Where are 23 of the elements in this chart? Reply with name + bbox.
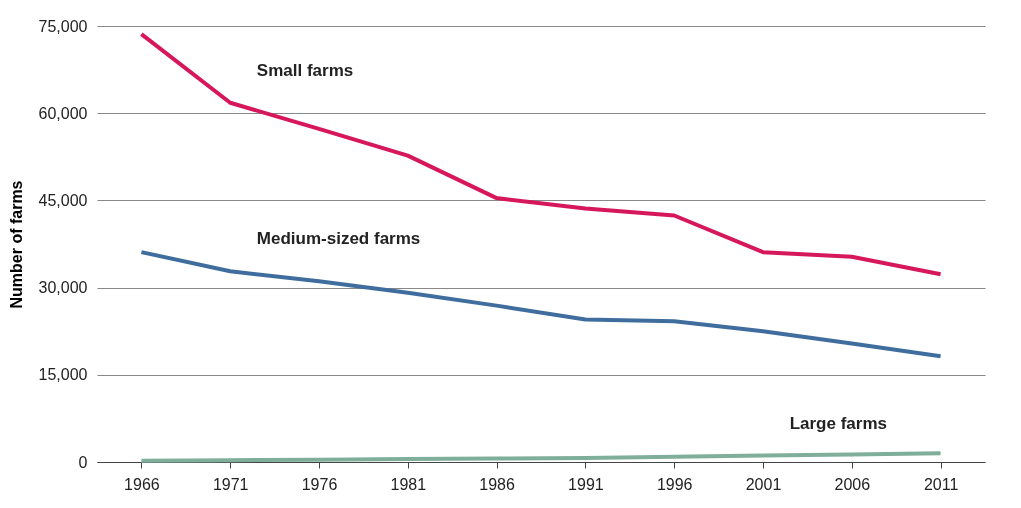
series-label: Small farms [256, 60, 354, 80]
line-series [139, 250, 943, 359]
y-tick-label: 60,000 [38, 104, 88, 122]
y-tick-label: 15,000 [38, 366, 88, 384]
x-tick-label: 2011 [923, 475, 959, 493]
x-tick-label: 1986 [479, 475, 515, 493]
y-tick-label: 30,000 [38, 279, 88, 297]
x-tick-label: 1996 [656, 475, 693, 493]
x-tick-label: 1991 [568, 475, 604, 493]
series-label: Medium-sized farms [256, 229, 421, 249]
x-tick-label: 2006 [834, 475, 871, 493]
x-tick-label: 1976 [301, 475, 338, 493]
x-tick-label: 1971 [212, 475, 249, 493]
x-tick-label: 1981 [390, 475, 427, 493]
y-axis-title: Number of farms [7, 180, 25, 309]
y-tick-label: 45,000 [38, 191, 88, 209]
line-series [139, 451, 943, 463]
line-series [139, 32, 943, 277]
series-label: Large farms [789, 413, 887, 433]
y-tick-label: 75,000 [38, 17, 88, 35]
x-tick-label: 1966 [124, 475, 160, 493]
x-tick-label: 2001 [745, 475, 782, 493]
y-tick-label: 0 [78, 453, 88, 471]
